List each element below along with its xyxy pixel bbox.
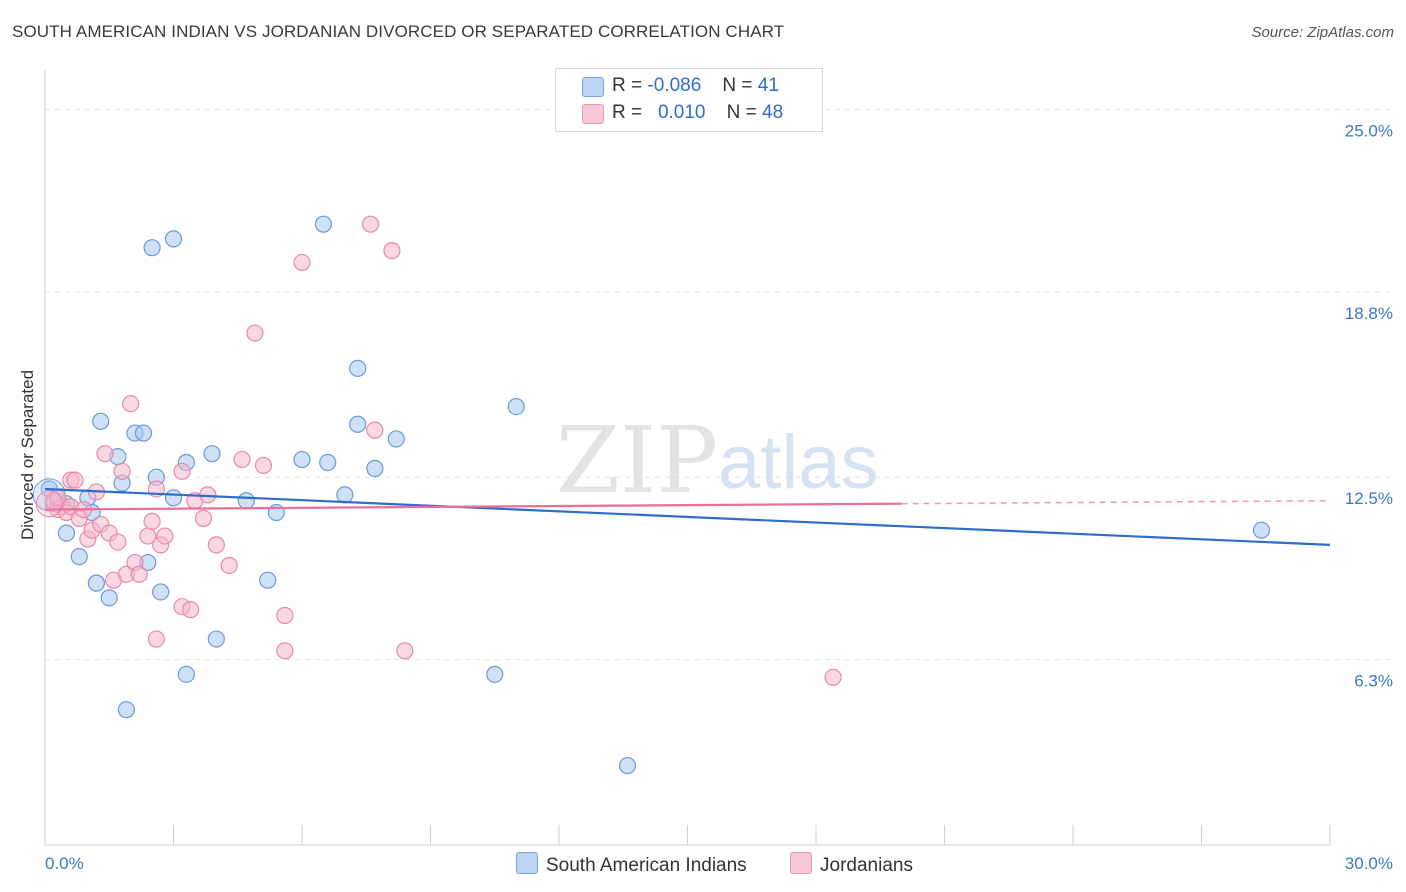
data-point xyxy=(1252,521,1271,539)
bottom-legend-label: Jordanians xyxy=(820,855,913,876)
data-point xyxy=(246,324,264,342)
data-point xyxy=(130,565,148,583)
data-point xyxy=(70,548,88,566)
data-point xyxy=(361,215,380,233)
watermark: ZIP atlas xyxy=(556,407,879,514)
data-point xyxy=(293,450,311,469)
bottom-legend-swatch-blue xyxy=(516,852,538,874)
bottom-legend-swatch-pink xyxy=(790,852,812,874)
data-point xyxy=(254,456,273,475)
series-jordanians xyxy=(35,215,842,686)
y-tick-label: 12.5% xyxy=(1345,489,1393,508)
data-point xyxy=(366,459,384,477)
trend-line-south-american-indians xyxy=(44,487,1331,546)
trend-line-jordanians-extension xyxy=(901,500,1331,505)
data-point xyxy=(194,509,213,528)
legend-n-label: N = xyxy=(722,75,753,96)
data-point xyxy=(387,430,405,448)
data-point xyxy=(486,665,504,683)
data-point xyxy=(336,486,354,504)
data-point xyxy=(203,445,221,463)
source-label: Source: ZipAtlas.com xyxy=(1251,24,1394,41)
data-point xyxy=(66,471,84,489)
x-tick-label: 0.0% xyxy=(45,854,84,873)
data-point xyxy=(96,445,114,463)
data-point xyxy=(237,492,255,510)
chart-title: SOUTH AMERICAN INDIAN VS JORDANIAN DIVOR… xyxy=(12,22,785,41)
data-point xyxy=(152,583,170,601)
data-point xyxy=(92,412,110,430)
legend-n-value: 48 xyxy=(762,102,784,123)
data-point xyxy=(143,512,161,530)
data-point xyxy=(207,630,225,648)
data-point xyxy=(220,556,238,575)
bottom-legend-label: South American Indians xyxy=(546,855,747,876)
watermark-atlas: atlas xyxy=(718,420,879,505)
axes xyxy=(44,70,1331,846)
data-point xyxy=(366,421,384,439)
data-point xyxy=(349,415,367,433)
data-point xyxy=(319,453,337,472)
data-point-cluster xyxy=(35,490,63,518)
legend-r-label: R = xyxy=(612,102,643,123)
data-point xyxy=(143,239,161,257)
data-point xyxy=(117,701,135,719)
y-tick-label: 18.8% xyxy=(1345,304,1393,323)
data-point xyxy=(276,606,294,625)
grid-lines xyxy=(45,108,1395,661)
data-point xyxy=(507,397,525,416)
trend-lines xyxy=(44,487,1331,546)
data-point xyxy=(349,359,367,377)
y-tick-label: 25.0% xyxy=(1345,121,1393,140)
y-axis-title: Divorced or Separated xyxy=(18,370,37,540)
data-point xyxy=(113,462,131,480)
data-point xyxy=(122,395,140,413)
legend-r-label: R = xyxy=(612,75,643,96)
legend-n-label: N = xyxy=(726,102,757,123)
y-tick-label: 6.3% xyxy=(1354,672,1393,691)
data-point xyxy=(100,589,118,607)
data-point xyxy=(87,574,106,592)
data-point xyxy=(207,536,225,554)
legend-r-value: -0.086 xyxy=(647,75,702,96)
data-point xyxy=(396,642,414,660)
data-point xyxy=(824,668,842,686)
data-point xyxy=(259,571,277,589)
data-point xyxy=(164,489,183,507)
data-point xyxy=(134,424,153,442)
trend-line-jordanians xyxy=(44,502,902,511)
data-point xyxy=(164,230,183,248)
data-point xyxy=(383,242,401,260)
data-point xyxy=(177,665,195,683)
data-point xyxy=(314,215,333,233)
data-point xyxy=(109,533,127,551)
legend-n-value: 41 xyxy=(757,75,779,96)
legend-r-value: 0.010 xyxy=(657,102,706,123)
legend-swatch-blue xyxy=(582,77,604,97)
data-point xyxy=(233,450,251,469)
x-tick-label: 30.0% xyxy=(1345,854,1393,873)
data-point xyxy=(293,253,311,272)
data-point xyxy=(57,524,76,542)
data-point xyxy=(276,642,294,660)
bottom-legend-south-american-indians: South American Indians xyxy=(516,852,747,877)
watermark-zip: ZIP xyxy=(556,407,718,514)
data-point xyxy=(156,527,174,545)
correlation-legend: R = -0.086 N = 41 R = 0.010 N = 48 xyxy=(555,68,823,132)
bottom-legend-jordanians: Jordanians xyxy=(790,852,913,877)
data-point xyxy=(618,756,637,775)
data-point xyxy=(173,462,191,480)
legend-swatch-pink xyxy=(582,104,604,124)
data-point xyxy=(147,630,165,648)
data-point xyxy=(182,601,200,619)
tick-labels: 6.3% 12.5% 18.8% 25.0% 0.0% 30.0% xyxy=(45,121,1393,873)
